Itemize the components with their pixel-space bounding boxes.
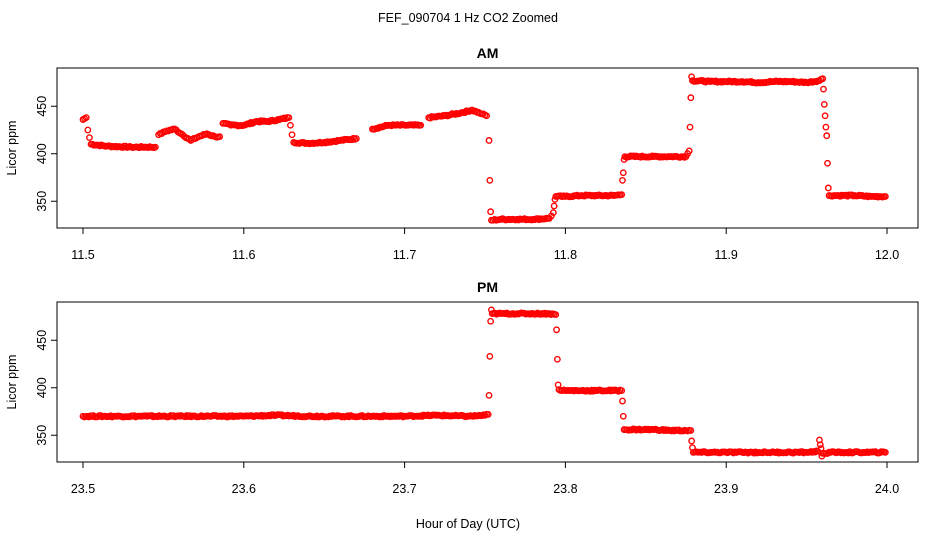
data-point [552, 311, 560, 318]
data-point [348, 136, 356, 144]
plot-frame [56, 67, 919, 229]
data-point [550, 202, 558, 210]
data-point [287, 121, 294, 129]
panel-title: PM [477, 279, 498, 295]
data-point [288, 131, 296, 139]
data-point [483, 112, 491, 120]
data-point [618, 191, 626, 199]
x-tick-label: 23.8 [553, 482, 577, 496]
data-point [352, 135, 360, 142]
data-point [86, 134, 93, 142]
data-point [618, 387, 626, 394]
data-point [823, 132, 831, 140]
data-point [686, 123, 694, 131]
x-tick-label: 23.6 [232, 482, 256, 496]
data-point [484, 410, 492, 418]
data-point [824, 184, 832, 192]
x-axis: 23.5 23.6 23.7 23.8 23.9 24.0 [71, 461, 899, 496]
x-tick-label: 11.7 [393, 248, 416, 262]
data-point [486, 352, 494, 360]
data-point [619, 176, 626, 184]
data-point [824, 159, 831, 167]
data-point [790, 77, 797, 85]
panel-am: AM Licor ppm 11.5 11.6 11.7 11.8 11.9 12.0 350 40… [5, 45, 919, 262]
data-point [687, 94, 695, 102]
figure-xlabel: Hour of Day (UTC) [416, 517, 520, 531]
x-tick-label: 24.0 [875, 482, 899, 496]
y-tick-label: 400 [35, 143, 49, 164]
data-series [79, 306, 889, 460]
data-point [811, 448, 819, 456]
data-point [819, 75, 827, 83]
data-point [822, 123, 830, 131]
data-point [541, 309, 549, 317]
data-point [685, 147, 693, 155]
data-point [553, 355, 561, 363]
x-axis: 11.5 11.6 11.7 11.8 11.9 12.0 [71, 227, 899, 262]
data-point [549, 209, 557, 217]
plot-frame [56, 301, 919, 463]
data-point [553, 326, 560, 334]
data-point [155, 131, 162, 139]
y-axis-label: Licor ppm [5, 121, 19, 176]
data-point [285, 114, 293, 122]
y-axis: 350 400 450 [35, 96, 58, 212]
data-point [619, 397, 626, 405]
data-point [712, 77, 720, 85]
panel-pm: PM Licor ppm 23.5 23.6 23.7 23.8 23.9 24.0 350 40… [5, 279, 919, 496]
x-tick-label: 23.9 [714, 482, 738, 496]
x-tick-label: 23.5 [71, 482, 95, 496]
data-point [619, 169, 627, 177]
data-point [487, 317, 495, 325]
data-point [820, 100, 828, 108]
data-point [486, 176, 494, 184]
y-axis: 350 400 450 [35, 330, 58, 446]
data-point [881, 448, 889, 456]
data-point [84, 126, 92, 134]
x-tick-label: 11.8 [554, 248, 577, 262]
data-point [821, 112, 829, 120]
data-point [216, 133, 224, 141]
data-point [151, 143, 159, 151]
data-series [79, 73, 889, 224]
figure-title: FEF_090704 1 Hz CO2 Zoomed [378, 11, 558, 25]
data-point [485, 137, 493, 144]
data-point [881, 193, 889, 200]
data-point [290, 411, 297, 419]
data-point [417, 121, 425, 129]
data-point [300, 139, 308, 146]
y-tick-label: 450 [35, 96, 49, 117]
panel-title: AM [477, 45, 499, 61]
data-point [619, 412, 627, 420]
y-axis-label: Licor ppm [5, 355, 19, 410]
y-tick-label: 350 [35, 191, 49, 212]
x-tick-label: 12.0 [875, 248, 899, 262]
data-point [485, 391, 493, 399]
data-point [82, 114, 90, 122]
x-tick-label: 11.9 [714, 248, 737, 262]
y-tick-label: 350 [35, 425, 49, 446]
x-tick-label: 23.7 [392, 482, 416, 496]
data-point [820, 85, 827, 93]
data-point [688, 437, 696, 445]
x-tick-label: 11.6 [232, 248, 255, 262]
y-tick-label: 450 [35, 330, 49, 351]
data-point [816, 441, 824, 449]
data-point [687, 427, 695, 434]
data-point [487, 208, 495, 216]
x-tick-label: 11.5 [71, 248, 94, 262]
y-tick-label: 400 [35, 377, 49, 398]
